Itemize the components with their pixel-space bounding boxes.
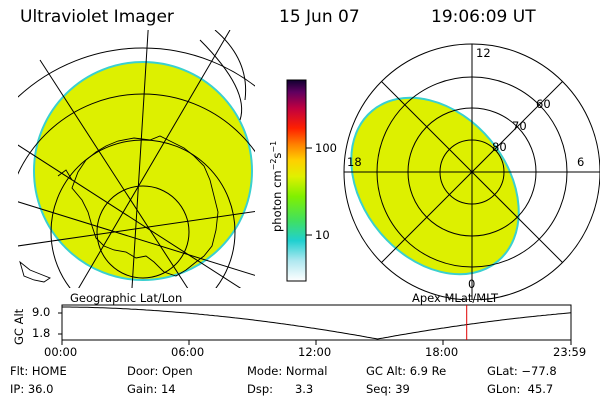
info-gcalt: GC Alt: 6.9 Re xyxy=(366,364,447,378)
mlat-label-80: 80 xyxy=(492,140,507,154)
mlt-label-12: 12 xyxy=(476,46,491,60)
altitude-curve xyxy=(62,306,572,340)
mlat-label-70: 70 xyxy=(512,119,527,133)
mlt-label-6: 6 xyxy=(577,155,585,169)
track-ytick-9: 9.0 xyxy=(32,305,51,319)
track-ylabel: GC Alt xyxy=(12,308,26,345)
antarctica-coastline xyxy=(19,135,219,283)
geographic-map xyxy=(18,30,255,288)
uv-emission-disk-left xyxy=(33,61,253,281)
info-seq: Seq: 39 xyxy=(366,382,410,396)
info-dsp: Dsp: 3.3 xyxy=(247,382,314,396)
colorbar-ticks xyxy=(306,147,312,236)
colorbar xyxy=(286,79,307,282)
track-frame xyxy=(61,304,572,341)
time-tick-1200: 12:00 xyxy=(298,345,332,359)
uv-emission-oval-right xyxy=(350,96,520,276)
info-glon: GLon: 45.7 xyxy=(487,382,554,396)
magnetic-polar-plot xyxy=(343,43,600,300)
mlat-label-60: 60 xyxy=(536,97,551,111)
info-gain: Gain: 14 xyxy=(127,382,176,396)
uv-image-maps xyxy=(18,30,600,300)
colorbar-unit-label: photon cm−2s−1 xyxy=(269,140,284,232)
instrument-title: Ultraviolet Imager xyxy=(20,7,174,27)
mlt-label-0: 0 xyxy=(468,277,476,291)
time-tick-1800: 18:00 xyxy=(425,345,459,359)
track-ytick-1-8: 1.8 xyxy=(32,326,51,340)
info-mode: Mode: Normal xyxy=(247,364,328,378)
geographic-map-caption: Geographic Lat/Lon xyxy=(70,291,183,305)
header-date: 15 Jun 07 xyxy=(279,7,360,27)
magnetic-map-caption: Apex MLat/MLT xyxy=(412,291,499,305)
info-ip: IP: 36.0 xyxy=(10,382,54,396)
time-tick-0600: 06:00 xyxy=(171,345,205,359)
polar-grid xyxy=(343,43,600,300)
track-ticks xyxy=(58,312,572,345)
geo-grid xyxy=(18,30,255,288)
time-tick-0000: 00:00 xyxy=(44,345,78,359)
colorbar-tick-100: 100 xyxy=(315,141,337,155)
info-door: Door: Open xyxy=(127,364,193,378)
time-tick-2359: 23:59 xyxy=(553,345,587,359)
colorbar-tick-10: 10 xyxy=(315,228,330,242)
header-time: 19:06:09 UT xyxy=(431,7,536,27)
mlt-label-18: 18 xyxy=(347,155,362,169)
info-flt: Flt: HOME xyxy=(10,364,67,378)
info-glat: GLat: −77.8 xyxy=(487,364,557,378)
